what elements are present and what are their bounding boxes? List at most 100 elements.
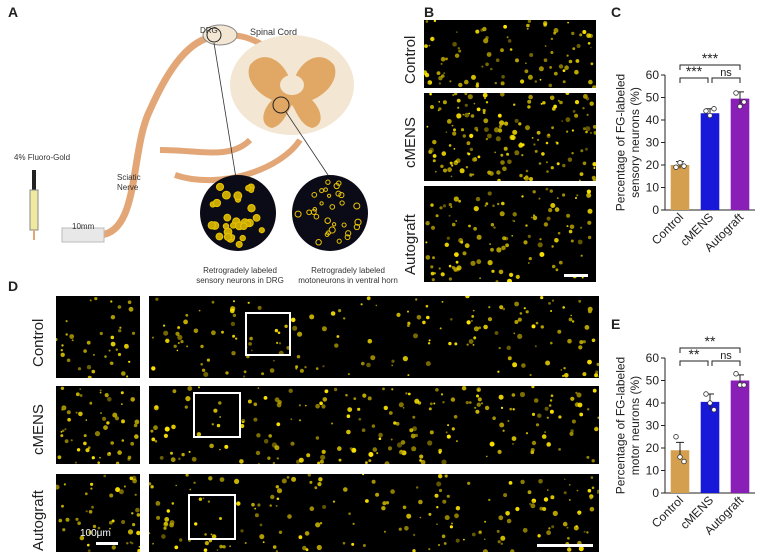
labeled-neuron [97,461,100,464]
labeled-neuron [455,440,458,443]
chart-c: 0 10 20 30 40 50 60 Percentage of FG-labeledsen… [614,50,755,255]
labeled-neuron [127,346,129,349]
labeled-neuron [446,494,450,498]
labeled-neuron [215,232,224,241]
labeled-neuron [586,189,591,194]
labeled-neuron [539,252,545,257]
labeled-neuron [448,341,452,346]
labeled-neuron [69,334,75,339]
syringe-icon [29,170,39,240]
labeled-neuron [554,238,559,243]
labeled-neuron [589,101,594,106]
labeled-neuron [213,408,218,413]
labeled-neuron [548,302,551,305]
labeled-neuron [514,301,519,307]
labeled-neuron [99,331,103,336]
labeled-neuron [506,345,511,350]
labeled-neuron [134,419,140,425]
labeled-neuron [429,147,434,153]
labeled-neuron [247,301,250,304]
labeled-neuron [540,325,544,329]
ventral-micro-circle [292,175,368,251]
labeled-neuron [436,71,441,75]
labeled-neuron [482,26,487,32]
labeled-neuron [446,236,450,240]
labeled-neuron [94,431,101,437]
labeled-neuron [56,484,60,490]
labeled-neuron [500,81,505,86]
bar-autograft [730,380,750,493]
labeled-neuron [451,427,455,431]
labeled-neuron [348,512,351,515]
labeled-neuron [453,128,456,132]
labeled-neuron [277,331,281,335]
labeled-neuron [545,360,551,366]
roi-box-cmens [193,392,241,438]
labeled-neuron [562,163,566,168]
spinal-cord-label: Spinal Cord [250,27,298,37]
labeled-neuron [219,517,222,520]
labeled-neuron [175,484,177,487]
labeled-neuron [263,439,269,444]
labeled-neuron [539,78,542,81]
labeled-neuron [468,339,474,344]
labeled-neuron [557,329,562,334]
labeled-neuron [541,434,547,439]
labeled-neuron [456,265,462,271]
labeled-neuron [543,58,548,62]
labeled-neuron [427,81,430,85]
labeled-neuron [466,141,471,146]
labeled-neuron [99,389,102,392]
labeled-neuron [362,544,366,547]
labeled-neuron [451,124,454,127]
labeled-neuron [546,530,551,536]
labeled-neuron [211,423,214,426]
y-axis-label: Percentage of FG-labeledsensory neurons … [614,74,642,211]
labeled-neuron [221,330,224,334]
labeled-neuron [543,497,549,502]
labeled-neuron [527,20,532,23]
arrow-ventral [285,111,331,179]
labeled-neuron [244,542,247,544]
labeled-neuron [232,313,237,318]
labeled-neuron [512,362,518,368]
labeled-neuron [128,306,134,312]
labeled-neuron [509,48,513,51]
labeled-neuron [208,476,213,481]
labeled-neuron [74,461,77,464]
labeled-neuron [514,320,519,324]
labeled-neuron [420,459,426,464]
labeled-neuron [324,389,329,394]
labeled-neuron [532,215,538,221]
labeled-neuron [543,23,547,27]
labeled-neuron [551,264,556,269]
labeled-neuron [180,340,184,344]
labeled-neuron [444,474,448,478]
labeled-neuron [133,423,138,428]
labeled-neuron [292,325,298,331]
labeled-neuron [290,418,293,420]
labeled-neuron [207,221,216,230]
labeled-neuron [345,393,348,397]
labeled-neuron [448,264,452,268]
labeled-neuron [548,527,551,530]
labeled-neuron [169,522,174,528]
labeled-neuron [388,411,393,415]
labeled-neuron [446,434,451,439]
labeled-neuron [523,240,528,245]
labeled-neuron [315,436,320,440]
labeled-neuron [117,352,122,357]
labeled-neuron [578,345,583,350]
labeled-neuron [382,501,387,506]
labeled-neuron [526,27,529,30]
labeled-neuron [427,342,431,345]
labeled-neuron [249,336,253,341]
labeled-neuron [216,549,219,551]
labeled-neuron [532,190,536,194]
labeled-neuron [566,54,569,57]
labeled-neuron [537,413,542,418]
labeled-neuron [284,324,288,328]
labeled-neuron [136,530,140,536]
labeled-neuron [407,392,411,396]
labeled-neuron [428,339,431,342]
